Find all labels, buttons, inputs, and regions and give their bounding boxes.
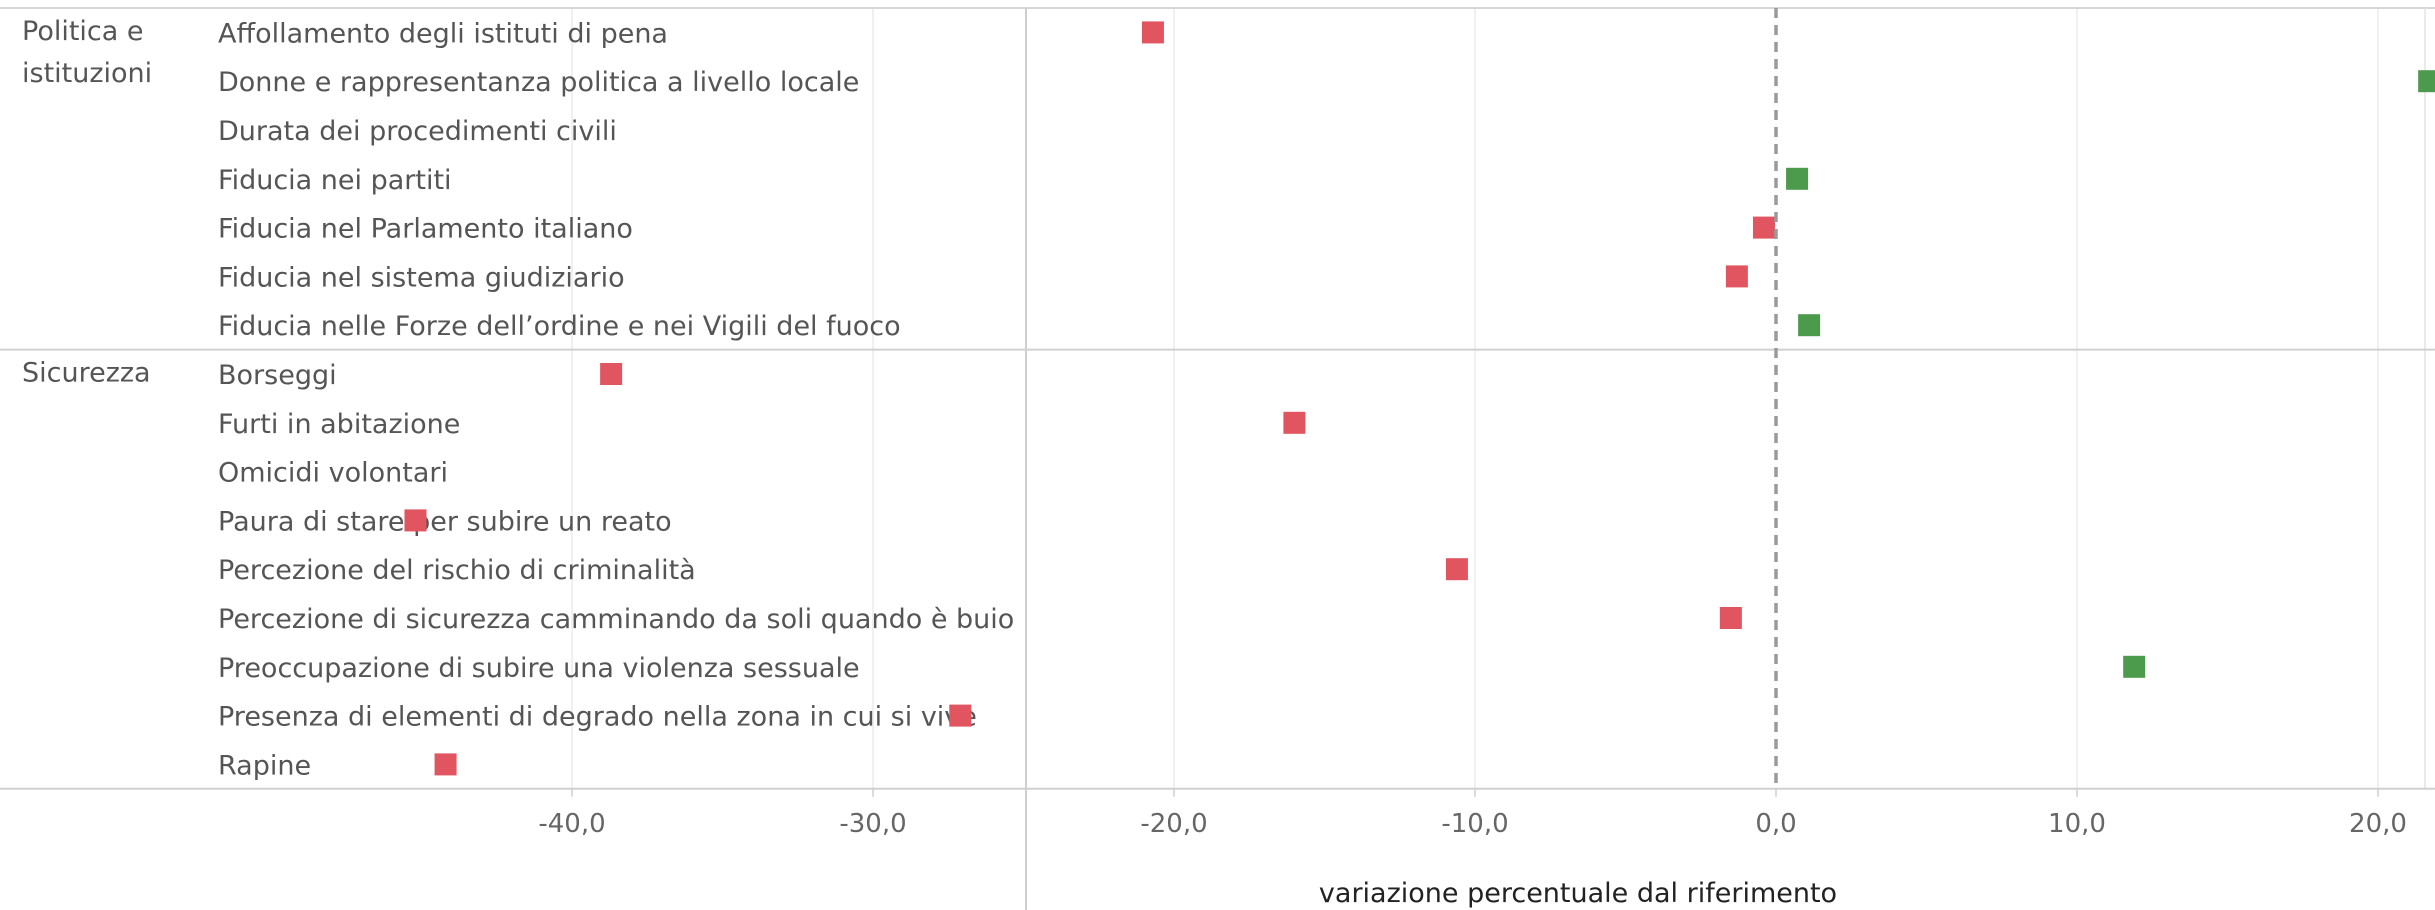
data-point bbox=[1141, 21, 1164, 44]
row-label: Fiducia nei partiti bbox=[218, 165, 452, 196]
group-label: istituzioni bbox=[22, 58, 152, 89]
row-label: Fiducia nel Parlamento italiano bbox=[218, 214, 633, 245]
x-tick-label: -10,0 bbox=[1441, 809, 1508, 839]
data-point bbox=[600, 363, 623, 385]
x-tick-label: -20,0 bbox=[1140, 809, 1207, 839]
x-axis-title: variazione percentuale dal riferimento bbox=[1319, 878, 1837, 909]
row-labels: Politica e istituzioni Affollamento degli … bbox=[22, 16, 1014, 781]
data-point bbox=[1719, 607, 1742, 629]
data-point bbox=[949, 704, 972, 727]
data-point bbox=[1786, 167, 1809, 190]
data-point bbox=[1283, 411, 1306, 434]
row-label: Preoccupazione di subire una violenza se… bbox=[218, 653, 860, 684]
gridlines bbox=[571, 8, 2379, 789]
data-point bbox=[1752, 216, 1775, 239]
x-axis: -40,0-30,0-20,0-10,00,010,020,030,040,0 bbox=[538, 788, 2407, 839]
row-label: Durata dei procedimenti civili bbox=[218, 116, 617, 147]
row-label: Borseggi bbox=[218, 360, 337, 391]
data-point bbox=[1798, 314, 1821, 337]
row-label: Affollamento degli istituti di pena bbox=[218, 18, 668, 49]
data-marks bbox=[404, 8, 2435, 789]
data-point bbox=[1445, 558, 1468, 581]
row-label: Percezione del rischio di criminalità bbox=[218, 555, 696, 586]
data-point bbox=[404, 509, 427, 532]
row-label: Paura di stare per subire un reato bbox=[218, 506, 672, 537]
x-tick-label: -30,0 bbox=[839, 809, 906, 839]
row-label: Percezione di sicurezza camminando da so… bbox=[218, 604, 1014, 635]
group-label: Politica e bbox=[22, 16, 144, 47]
x-tick-label: 20,0 bbox=[2349, 809, 2407, 839]
x-tick-label: 10,0 bbox=[2048, 809, 2106, 839]
row-label: Fiducia nel sistema giudiziario bbox=[218, 262, 625, 293]
group-label: Sicurezza bbox=[22, 358, 151, 389]
data-point bbox=[2123, 655, 2146, 678]
data-point bbox=[2418, 70, 2435, 93]
x-tick-label: -40,0 bbox=[538, 809, 605, 839]
row-label: Donne e rappresentanza politica a livell… bbox=[218, 67, 859, 98]
row-label: Presenza di elementi di degrado nella zo… bbox=[218, 702, 977, 733]
data-point bbox=[434, 753, 457, 776]
x-tick-label: 0,0 bbox=[1755, 809, 1796, 839]
chart-frame bbox=[0, 7, 2435, 910]
row-label: Furti in abitazione bbox=[218, 409, 460, 440]
data-point bbox=[1725, 265, 1748, 288]
row-label: Fiducia nelle Forze dell’ordine e nei Vi… bbox=[218, 311, 901, 342]
row-label: Omicidi volontari bbox=[218, 458, 448, 489]
row-label: Rapine bbox=[218, 750, 311, 781]
